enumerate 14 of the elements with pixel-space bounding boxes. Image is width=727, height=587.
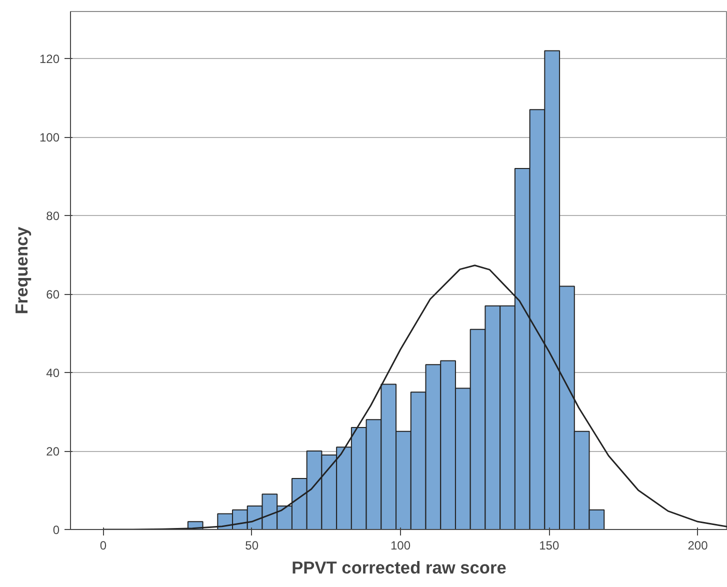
y-axis-title: Frequency xyxy=(11,226,32,314)
x-tick-label: 200 xyxy=(688,538,708,552)
y-tick-label: 60 xyxy=(46,288,60,302)
y-tick-label: 80 xyxy=(46,209,60,224)
y-tick-label: 120 xyxy=(39,52,60,66)
y-tick-label: 40 xyxy=(46,366,60,380)
x-tick-label: 150 xyxy=(539,538,560,552)
x-tick-label: 0 xyxy=(100,538,107,552)
y-tick-label: 100 xyxy=(39,130,60,145)
x-axis-title: PPVT corrected raw score xyxy=(292,558,507,578)
x-tick-label: 100 xyxy=(390,538,411,552)
x-tick-label: 50 xyxy=(245,538,259,552)
y-tick-label: 20 xyxy=(46,444,60,459)
y-tick-label: 0 xyxy=(52,523,60,537)
